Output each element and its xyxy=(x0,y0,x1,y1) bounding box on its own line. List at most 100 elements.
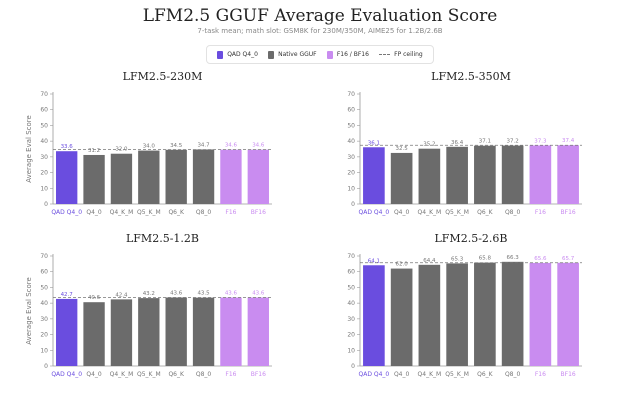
legend-swatch-qad xyxy=(217,50,224,59)
y-tick-label: 10 xyxy=(40,185,48,192)
bar-native xyxy=(192,149,215,204)
bar-value-label: 37.3 xyxy=(534,138,547,144)
x-tick-label: Q8_0 xyxy=(505,209,521,216)
bar-value-label: 64.4 xyxy=(423,258,436,264)
y-tick-label: 60 xyxy=(347,107,355,114)
legend: QAD Q4_0 Native GGUF F16 / BF16 FP ceili… xyxy=(206,45,434,64)
bar-value-label: 65.8 xyxy=(479,256,492,262)
y-tick-label: 50 xyxy=(347,284,355,291)
bar-value-label: 36.4 xyxy=(451,140,464,146)
bar-value-label: 65.6 xyxy=(534,256,547,262)
bar-native xyxy=(138,298,160,366)
bar-native xyxy=(83,302,105,366)
x-tick-label: Q6_K xyxy=(168,371,185,378)
bar-value-label: 43.6 xyxy=(225,290,238,296)
bar-value-label: 33.6 xyxy=(61,144,74,150)
y-tick-label: 30 xyxy=(40,154,48,161)
x-tick-label: Q8_0 xyxy=(196,209,212,216)
bar-value-label: 36.1 xyxy=(368,140,380,146)
legend-label-native: Native GGUF xyxy=(278,51,317,58)
x-tick-label: BF16 xyxy=(561,371,576,378)
x-tick-label: Q4_K_M xyxy=(418,371,442,378)
bar-qad xyxy=(363,147,385,204)
bar-native xyxy=(110,153,133,204)
bar-fp xyxy=(247,149,269,204)
y-tick-label: 30 xyxy=(40,316,48,323)
bar-value-label: 64.1 xyxy=(368,258,380,264)
bar-native xyxy=(165,149,187,204)
panel-title: LFM2.5-2.6B xyxy=(435,232,508,245)
x-tick-label: Q6_K xyxy=(477,371,494,378)
bar-native xyxy=(418,264,441,366)
bar-native xyxy=(165,297,187,366)
x-tick-label: QAD Q4_0 xyxy=(51,371,82,378)
y-tick-label: 50 xyxy=(40,122,48,129)
legend-item-qad: QAD Q4_0 xyxy=(217,50,258,59)
y-tick-label: 0 xyxy=(44,201,48,208)
x-tick-label: F16 xyxy=(225,209,236,216)
y-tick-label: 30 xyxy=(347,154,355,161)
legend-swatch-native xyxy=(268,50,275,59)
bar-native xyxy=(474,262,496,366)
bar-native xyxy=(501,261,524,366)
y-tick-label: 50 xyxy=(40,284,48,291)
chart-subtitle: 7-task mean; math slot: GSM8K for 230M/3… xyxy=(197,27,443,35)
y-tick-label: 30 xyxy=(347,316,355,323)
bar-fp xyxy=(220,297,242,366)
x-tick-label: Q5_K_M xyxy=(445,209,469,216)
x-tick-label: BF16 xyxy=(251,371,266,378)
legend-swatch-ceiling xyxy=(379,54,391,55)
y-tick-label: 20 xyxy=(347,170,355,177)
x-tick-label: Q4_K_M xyxy=(418,209,442,216)
legend-label-qad: QAD Q4_0 xyxy=(227,51,258,58)
x-tick-label: Q8_0 xyxy=(505,371,521,378)
x-tick-label: QAD Q4_0 xyxy=(51,209,82,216)
bar-value-label: 34.6 xyxy=(252,143,265,149)
bar-value-label: 43.6 xyxy=(170,290,183,296)
y-tick-label: 60 xyxy=(347,269,355,276)
y-tick-label: 70 xyxy=(347,253,355,260)
bar-value-label: 37.4 xyxy=(562,138,575,144)
y-tick-label: 60 xyxy=(40,107,48,114)
bar-native xyxy=(138,150,160,204)
panel-title: LFM2.5-1.2B xyxy=(126,232,199,245)
x-tick-label: BF16 xyxy=(251,209,266,216)
bar-qad xyxy=(56,151,78,204)
panel-title: LFM2.5-230M xyxy=(123,70,203,83)
bar-value-label: 65.3 xyxy=(451,256,464,262)
y-tick-label: 40 xyxy=(40,138,48,145)
bar-value-label: 66.3 xyxy=(507,255,520,261)
bar-native xyxy=(501,145,524,204)
legend-label-ceiling: FP ceiling xyxy=(394,51,423,58)
legend-item-native: Native GGUF xyxy=(268,50,317,59)
bar-value-label: 34.5 xyxy=(170,143,183,149)
x-tick-label: Q4_0 xyxy=(394,371,410,378)
y-tick-label: 10 xyxy=(40,347,48,354)
legend-label-fp: F16 / BF16 xyxy=(336,51,369,58)
x-tick-label: Q4_K_M xyxy=(110,209,134,216)
x-tick-label: QAD Q4_0 xyxy=(359,371,390,378)
bar-fp xyxy=(247,297,269,366)
bar-value-label: 43.6 xyxy=(252,290,265,296)
x-tick-label: Q4_K_M xyxy=(110,371,134,378)
x-tick-label: F16 xyxy=(535,371,546,378)
bar-value-label: 32.5 xyxy=(396,146,409,152)
bar-native xyxy=(390,152,413,204)
legend-item-ceiling: FP ceiling xyxy=(379,51,423,58)
y-tick-label: 70 xyxy=(40,91,48,98)
x-tick-label: Q4_0 xyxy=(86,371,102,378)
bar-value-label: 32.0 xyxy=(115,147,128,153)
bar-value-label: 35.2 xyxy=(423,142,435,148)
bar-native xyxy=(110,299,133,366)
legend-swatch-fp xyxy=(326,50,333,59)
bar-value-label: 43.5 xyxy=(197,291,210,297)
y-tick-label: 40 xyxy=(40,300,48,307)
bar-fp xyxy=(220,149,242,204)
y-tick-label: 10 xyxy=(347,347,355,354)
x-tick-label: BF16 xyxy=(561,209,576,216)
y-tick-label: 0 xyxy=(351,363,355,370)
y-axis-label: Average Eval Score xyxy=(25,115,33,183)
bar-fp xyxy=(529,145,552,204)
bar-value-label: 31.2 xyxy=(88,148,100,154)
